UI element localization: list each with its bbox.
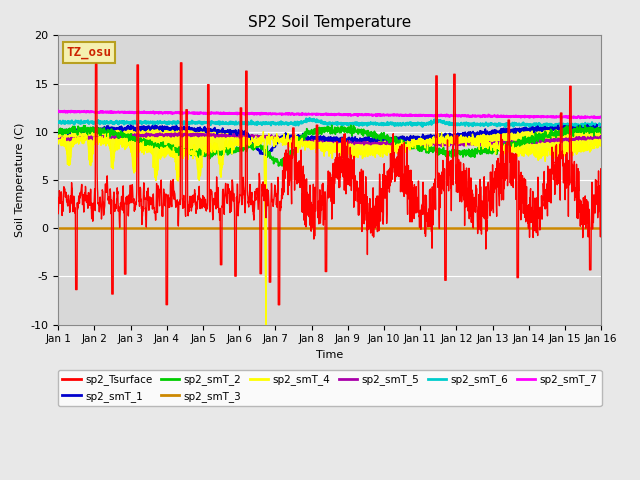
- Y-axis label: Soil Temperature (C): Soil Temperature (C): [15, 123, 25, 237]
- Title: SP2 Soil Temperature: SP2 Soil Temperature: [248, 15, 412, 30]
- Legend: sp2_Tsurface, sp2_smT_1, sp2_smT_2, sp2_smT_3, sp2_smT_4, sp2_smT_5, sp2_smT_6, : sp2_Tsurface, sp2_smT_1, sp2_smT_2, sp2_…: [58, 371, 602, 406]
- Text: TZ_osu: TZ_osu: [67, 46, 111, 59]
- X-axis label: Time: Time: [316, 350, 344, 360]
